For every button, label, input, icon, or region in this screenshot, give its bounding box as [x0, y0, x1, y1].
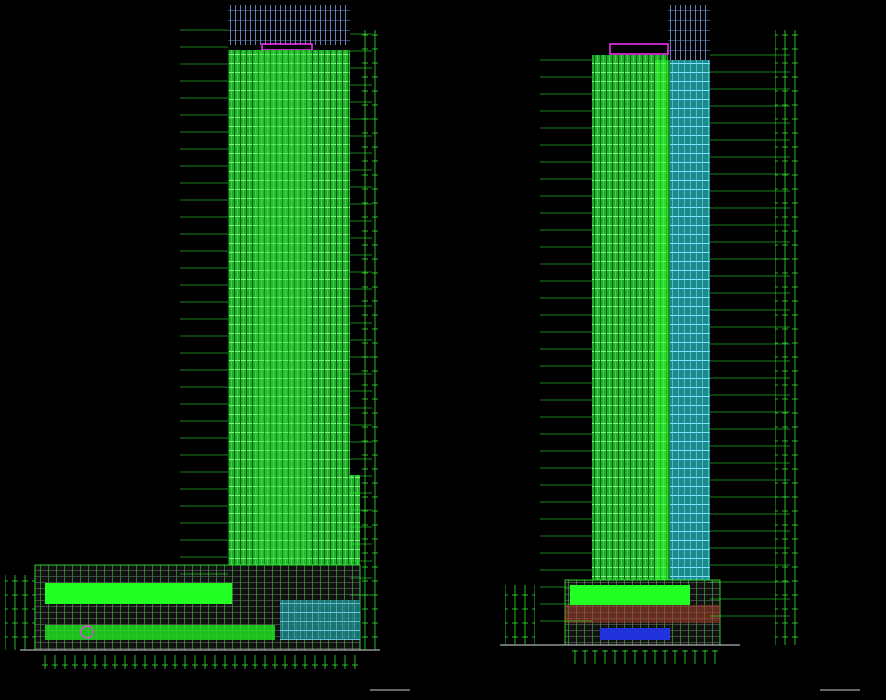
roof-frame [228, 5, 350, 45]
axis-dimensions [40, 655, 360, 669]
facade-band [255, 50, 310, 610]
lobby-glass [280, 600, 360, 640]
podium-dimensions [5, 575, 35, 650]
left-elevation [5, 5, 380, 669]
podium-base [45, 625, 275, 640]
right-elevation [500, 5, 800, 664]
axis-dimensions [570, 650, 720, 664]
entrance-mark [80, 625, 94, 639]
roof-structure [609, 43, 669, 55]
level-leaders [180, 29, 372, 596]
level-leaders [540, 54, 790, 622]
roof-frame [668, 5, 710, 60]
tower-facade-side [670, 60, 710, 605]
tower-step [350, 475, 360, 610]
core-strip [655, 60, 670, 605]
podium-dimensions [505, 585, 535, 645]
podium-roof [565, 605, 720, 623]
level-dimensions [775, 30, 800, 645]
podium-band [570, 585, 690, 605]
entrance-glass [600, 628, 670, 640]
podium-band [45, 583, 232, 604]
tower-facade [228, 50, 350, 610]
